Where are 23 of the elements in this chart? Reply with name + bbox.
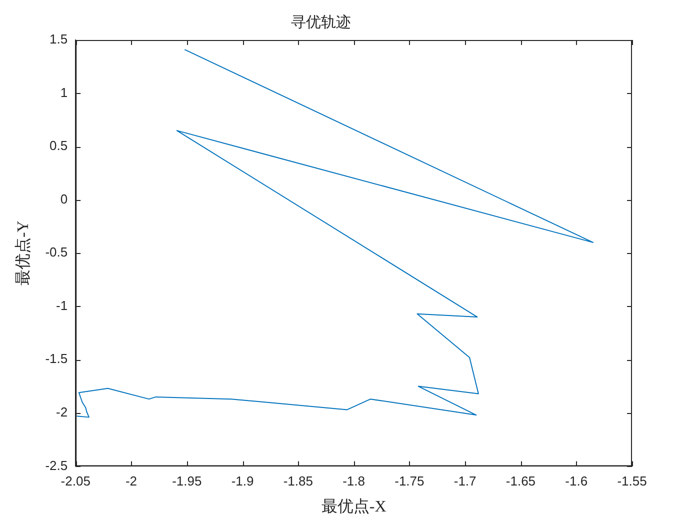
- y-axis-title: 最优点-Y: [14, 220, 32, 286]
- y-tick-label: 0.5: [50, 138, 68, 154]
- y-tick-label: -2: [56, 404, 68, 420]
- x-tick-label: -1.8: [342, 474, 366, 489]
- x-tick-label: -2: [125, 474, 138, 489]
- x-tick-label: -1.65: [506, 474, 536, 489]
- x-tick-label: -1.6: [565, 474, 588, 489]
- x-tick-label: -1.85: [283, 474, 313, 489]
- y-tick-label: -1: [56, 298, 68, 313]
- y-tick-label: -1.5: [45, 351, 68, 366]
- x-tick-label: -1.95: [172, 474, 202, 489]
- y-tick-label: 1.5: [50, 32, 68, 47]
- x-tick-label: -1.75: [394, 474, 424, 489]
- x-tick-label: -1.55: [617, 474, 647, 489]
- y-tick-label: -2.5: [45, 458, 68, 473]
- x-tick-label: -1.7: [454, 474, 476, 489]
- x-axis-title: 最优点-X: [321, 498, 387, 516]
- x-tick-label: -2.05: [60, 474, 90, 489]
- y-tick-label: 0: [60, 191, 68, 206]
- y-tick-label: -0.5: [45, 244, 68, 260]
- x-tick-label: -1.9: [231, 474, 254, 489]
- y-tick-label: 1: [60, 84, 68, 100]
- chart-title: 寻优轨迹: [291, 14, 351, 31]
